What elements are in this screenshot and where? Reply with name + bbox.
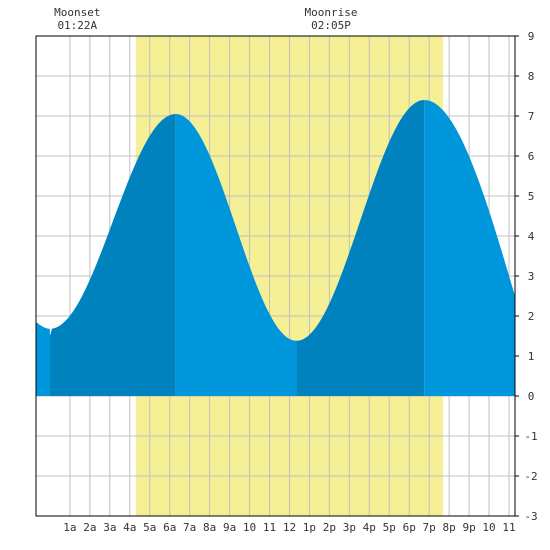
x-tick-label: 10 <box>243 521 256 534</box>
y-axis-ticks: -3 -2 -1 0 1 2 3 4 5 6 7 8 9 <box>515 30 538 523</box>
x-tick-label: 6a <box>163 521 176 534</box>
x-tick-label: 1a <box>63 521 76 534</box>
x-tick-label: 12 <box>283 521 296 534</box>
y-tick-label: 6 <box>528 150 535 163</box>
x-tick-label: 1p <box>303 521 316 534</box>
x-tick-label: 4p <box>363 521 376 534</box>
moon-event-time: 02:05P <box>311 19 351 32</box>
moon-event-label: Moonrise <box>304 6 357 19</box>
y-tick-label: 3 <box>528 270 535 283</box>
x-tick-label: 10 <box>482 521 495 534</box>
x-tick-label: 7p <box>423 521 436 534</box>
y-tick-label: 4 <box>528 230 535 243</box>
tide-rising-segment <box>49 114 176 396</box>
x-axis-ticks: 1a 2a 3a 4a 5a 6a 7a 8a 9a 10 11 12 1p 2p 3p 4p 5p 6p 7p 8p… <box>63 521 515 534</box>
x-tick-label: 5p <box>383 521 396 534</box>
tide-series <box>36 100 515 396</box>
tide-falling-segment <box>175 114 297 396</box>
x-tick-label: 11 <box>502 521 515 534</box>
x-tick-label: 4a <box>123 521 136 534</box>
y-tick-label: 0 <box>528 390 535 403</box>
y-tick-label: 7 <box>528 110 535 123</box>
moon-event-time: 01:22A <box>57 19 97 32</box>
y-tick-label: 2 <box>528 310 535 323</box>
x-tick-label: 3p <box>343 521 356 534</box>
x-tick-label: 8a <box>203 521 216 534</box>
tide-falling-segment <box>424 100 515 396</box>
x-tick-label: 9p <box>462 521 475 534</box>
y-tick-label: 5 <box>528 190 535 203</box>
y-tick-label: 1 <box>528 350 535 363</box>
y-tick-label: 8 <box>528 70 535 83</box>
x-tick-label: 2p <box>323 521 336 534</box>
x-tick-label: 9a <box>223 521 236 534</box>
tide-falling-segment <box>36 322 50 396</box>
x-tick-label: 5a <box>143 521 156 534</box>
tide-rising-segment <box>296 100 425 396</box>
x-tick-label: 7a <box>183 521 196 534</box>
moon-event-label: Moonset <box>54 6 100 19</box>
y-tick-label: 9 <box>528 30 535 43</box>
y-tick-label: -3 <box>524 510 537 523</box>
x-tick-label: 8p <box>443 521 456 534</box>
x-tick-label: 6p <box>403 521 416 534</box>
y-tick-label: -1 <box>524 430 537 443</box>
x-tick-label: 11 <box>263 521 276 534</box>
y-tick-label: -2 <box>524 470 537 483</box>
x-tick-label: 2a <box>83 521 96 534</box>
x-tick-label: 3a <box>103 521 116 534</box>
